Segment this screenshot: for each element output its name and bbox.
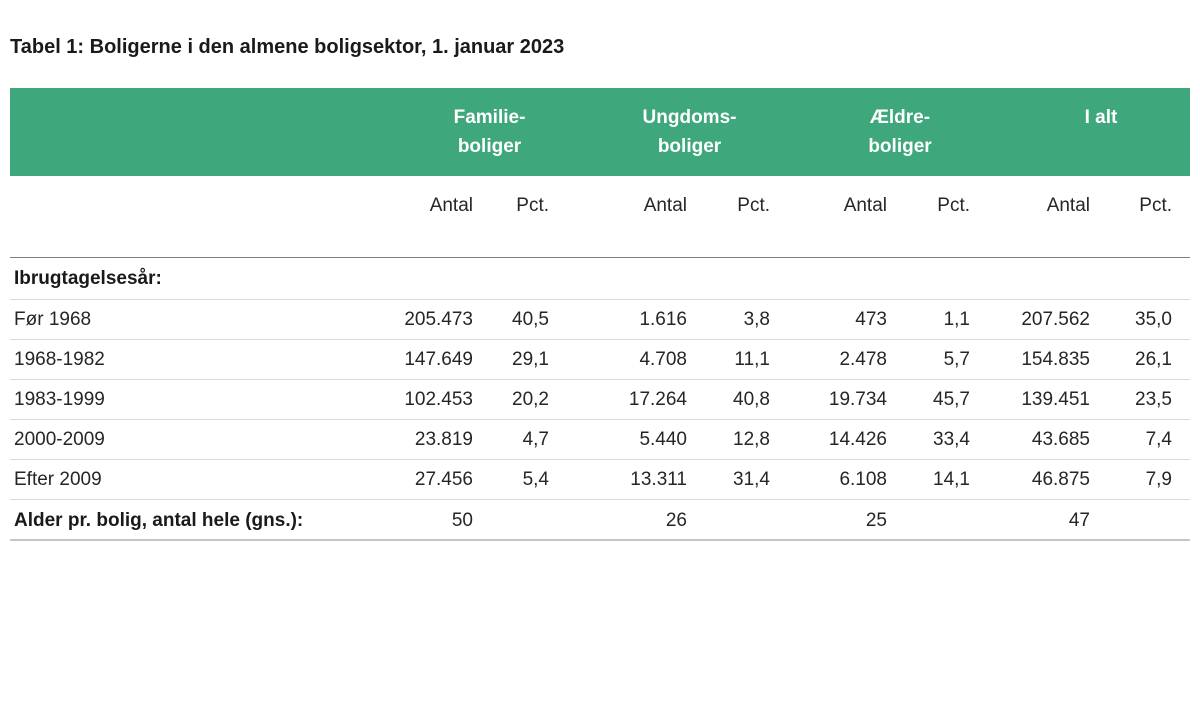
cell-ungdoms-antal: 13.311 <box>630 469 687 490</box>
cell-ialt-pct: 26,1 <box>1135 349 1172 370</box>
cell-aeldre-antal: 473 <box>855 309 887 330</box>
group-label-line2: boliger <box>657 136 722 157</box>
table-row-efter-2009: Efter 2009 27.456 5,4 13.311 31,4 6.108 … <box>10 460 1190 500</box>
cell-aeldre-antal: 14.426 <box>828 429 887 450</box>
cell-familie-pct <box>473 500 549 541</box>
cell-aeldre-antal: 6.108 <box>839 469 887 490</box>
column-group-familieboliger: Familie- boliger <box>370 88 549 176</box>
group-label-line1: Ældre- <box>869 107 931 128</box>
cell-familie-pct: 29,1 <box>512 349 549 370</box>
section-header-row: Ibrugtagelsesår: <box>10 258 1190 300</box>
cell-familie-pct: 5,4 <box>522 469 549 490</box>
cell-aeldre-pct <box>887 500 970 541</box>
table-row-1983-1999: 1983-1999 102.453 20,2 17.264 40,8 19.73… <box>10 380 1190 420</box>
table-row-foer-1968: Før 1968 205.473 40,5 1.616 3,8 473 1,1 … <box>10 300 1190 340</box>
cell-familie-pct: 40,5 <box>512 309 549 330</box>
table-subheader-row: Antal Pct. Antal Pct. Antal Pct. Antal P… <box>10 176 1190 222</box>
cell-ungdoms-pct: 3,8 <box>743 309 770 330</box>
cell-ungdoms-pct: 11,1 <box>734 349 770 370</box>
table-title: Tabel 1: Boligerne i den almene boligsek… <box>10 36 565 58</box>
cell-aeldre-antal: 2.478 <box>839 349 887 370</box>
cell-ungdoms-antal: 4.708 <box>639 349 687 370</box>
row-label: Alder pr. bolig, antal hele (gns.): <box>14 510 304 531</box>
table-row-1968-1982: 1968-1982 147.649 29,1 4.708 11,1 2.478 … <box>10 340 1190 380</box>
cell-ialt-pct: 7,9 <box>1145 469 1172 490</box>
cell-ungdoms-pct: 12,8 <box>733 429 770 450</box>
cell-ialt-antal: 43.685 <box>1031 429 1090 450</box>
cell-familie-antal: 23.819 <box>414 429 473 450</box>
col-header-familie-antal: Antal <box>429 195 473 216</box>
row-label: 1983-1999 <box>14 389 105 410</box>
cell-ialt-antal: 154.835 <box>1021 349 1090 370</box>
col-header-ungdoms-pct: Pct. <box>737 195 770 216</box>
cell-ungdoms-pct: 31,4 <box>733 469 770 490</box>
row-label: Efter 2009 <box>14 469 102 490</box>
cell-familie-antal: 27.456 <box>414 469 473 490</box>
cell-ungdoms-antal: 5.440 <box>639 429 687 450</box>
row-label: 1968-1982 <box>14 349 105 370</box>
cell-ungdoms-pct <box>687 500 770 541</box>
cell-ungdoms-antal: 26 <box>665 510 687 531</box>
cell-ialt-antal: 47 <box>1068 510 1090 531</box>
cell-aeldre-pct: 14,1 <box>933 469 970 490</box>
cell-aeldre-antal: 19.734 <box>828 389 887 410</box>
cell-familie-antal: 50 <box>451 510 473 531</box>
table-row-2000-2009: 2000-2009 23.819 4,7 5.440 12,8 14.426 3… <box>10 420 1190 460</box>
cell-ialt-antal: 207.562 <box>1021 309 1090 330</box>
subheader-empty-cell <box>10 190 370 222</box>
page: Tabel 1: Boligerne i den almene boligsek… <box>10 34 1190 541</box>
cell-familie-pct: 20,2 <box>512 389 549 410</box>
cell-aeldre-antal: 25 <box>865 510 887 531</box>
cell-ungdoms-pct: 40,8 <box>733 389 770 410</box>
table-row-average-age: Alder pr. bolig, antal hele (gns.): 50 2… <box>10 500 1190 541</box>
section-label: Ibrugtagelsesår: <box>14 268 162 289</box>
column-group-aeldreboliger: Ældre- boliger <box>770 88 970 176</box>
col-header-ialt-antal: Antal <box>1046 195 1090 216</box>
col-header-aeldre-antal: Antal <box>843 195 887 216</box>
row-label: 2000-2009 <box>14 429 105 450</box>
group-label-line1: Ungdoms- <box>642 107 737 128</box>
cell-ialt-pct: 7,4 <box>1145 429 1172 450</box>
col-header-ungdoms-antal: Antal <box>643 195 687 216</box>
table-group-header-row: Familie- boliger Ungdoms- boliger Ældre-… <box>10 88 1190 176</box>
cell-familie-antal: 147.649 <box>404 349 473 370</box>
col-header-ialt-pct: Pct. <box>1139 195 1172 216</box>
section-divider <box>10 222 1190 258</box>
cell-ialt-pct: 23,5 <box>1135 389 1172 410</box>
cell-aeldre-pct: 5,7 <box>943 349 970 370</box>
housing-table: Familie- boliger Ungdoms- boliger Ældre-… <box>10 88 1190 541</box>
cell-ungdoms-antal: 17.264 <box>628 389 687 410</box>
cell-familie-antal: 102.453 <box>404 389 473 410</box>
cell-aeldre-pct: 1,1 <box>943 309 970 330</box>
col-header-aeldre-pct: Pct. <box>937 195 970 216</box>
cell-aeldre-pct: 33,4 <box>933 429 970 450</box>
cell-familie-pct: 4,7 <box>522 429 549 450</box>
col-header-familie-pct: Pct. <box>516 195 549 216</box>
cell-ialt-antal: 46.875 <box>1031 469 1090 490</box>
cell-ialt-pct: 35,0 <box>1135 309 1172 330</box>
group-label-line1: I alt <box>1084 107 1118 128</box>
group-header-empty-cell <box>10 88 370 176</box>
group-label-line2: boliger <box>868 136 932 157</box>
group-label-line2: boliger <box>457 136 522 157</box>
cell-ialt-pct <box>1090 500 1172 541</box>
group-label-line1: Familie- <box>453 107 526 128</box>
cell-ialt-antal: 139.451 <box>1021 389 1090 410</box>
column-group-ungdomsboliger: Ungdoms- boliger <box>549 88 770 176</box>
column-group-ialt: I alt <box>970 88 1172 176</box>
cell-familie-antal: 205.473 <box>404 309 473 330</box>
cell-aeldre-pct: 45,7 <box>933 389 970 410</box>
row-label: Før 1968 <box>14 309 92 330</box>
cell-ungdoms-antal: 1.616 <box>639 309 687 330</box>
